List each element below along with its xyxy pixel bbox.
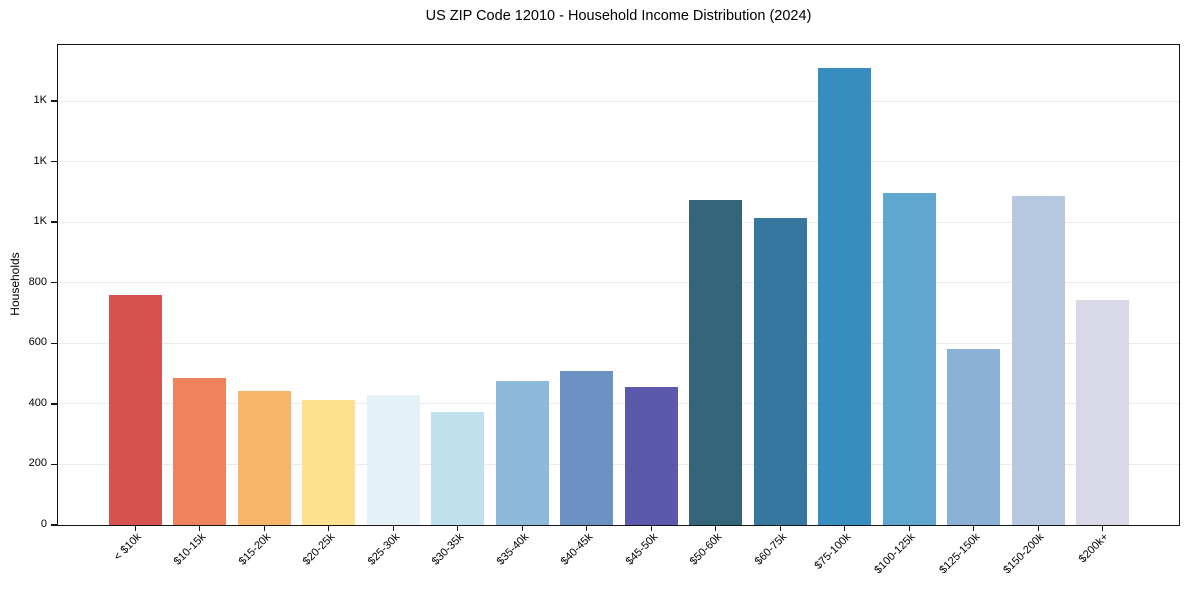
y-tick-label: 0: [40, 518, 47, 530]
y-tick-label: 200: [28, 457, 47, 470]
x-tick-label: $50-60k: [687, 531, 725, 568]
x-tick-label: $75-100k: [812, 531, 854, 572]
x-tick-label: $25-30k: [365, 531, 402, 568]
x-tick-mark: [973, 526, 975, 531]
x-tick-mark: [521, 526, 523, 531]
bar-$75-100k: [818, 67, 872, 525]
x-tick-mark: [715, 526, 717, 531]
bar-$15-20k: [237, 391, 291, 525]
x-tick-label: $45-50k: [623, 531, 660, 568]
x-tick-mark: [1037, 526, 1039, 531]
x-tick-label: $15-20k: [236, 531, 273, 568]
y-tick-mark: [51, 524, 57, 526]
x-tick-label: $10-15k: [171, 531, 209, 568]
x-tick-label: $100-125k: [872, 531, 918, 577]
x-tick-mark: [392, 526, 394, 531]
y-tick-label: 600: [28, 336, 47, 349]
y-tick-mark: [51, 160, 57, 163]
bar-$200k+: [1076, 299, 1130, 525]
bar-$10-15k: [173, 377, 227, 525]
bar-< $10k: [108, 294, 162, 525]
x-tick-label: $20-25k: [300, 531, 338, 568]
bar-$150-200k: [1011, 196, 1065, 525]
y-tick-mark: [51, 100, 57, 102]
x-tick-label: $35-40k: [494, 531, 531, 568]
bar-$20-25k: [302, 400, 356, 525]
x-tick-mark: [908, 526, 910, 531]
bar-$45-50k: [624, 386, 678, 525]
bar-$25-30k: [366, 395, 420, 525]
x-tick-mark: [650, 526, 652, 531]
x-tick-label: $125-150k: [937, 531, 983, 577]
x-tick-label: $200k+: [1077, 531, 1112, 566]
plot-area: [58, 45, 1179, 525]
chart-title: US ZIP Code 12010 - Household Income Dis…: [425, 8, 812, 24]
x-tick-mark: [199, 526, 201, 531]
gridline: [58, 282, 1179, 284]
x-tick-label: < $10k: [111, 531, 144, 564]
bar-$35-40k: [495, 380, 549, 525]
bar-$125-150k: [947, 348, 1001, 525]
bar-$60-75k: [753, 217, 807, 525]
x-tick-label: $60-75k: [752, 531, 789, 568]
x-tick-label: $150-200k: [1001, 531, 1047, 577]
gridline: [58, 100, 1179, 102]
y-tick-mark: [51, 403, 57, 405]
gridline: [58, 221, 1179, 223]
y-tick-label: 400: [28, 396, 47, 409]
x-tick-mark: [328, 526, 330, 531]
y-tick-mark: [51, 463, 57, 466]
x-tick-label: $40-45k: [558, 531, 596, 568]
bar-$30-35k: [431, 412, 485, 525]
x-tick-mark: [586, 526, 588, 531]
x-tick-mark: [457, 526, 459, 531]
x-tick-mark: [844, 526, 846, 531]
bar-$100-125k: [882, 192, 936, 525]
x-tick-mark: [779, 526, 781, 531]
gridline: [58, 463, 1179, 465]
bar-$50-60k: [689, 200, 743, 525]
y-tick-label: 1K: [33, 94, 47, 107]
y-tick-label: 1K: [33, 154, 47, 167]
x-tick-mark: [263, 526, 265, 531]
y-tick-mark: [51, 221, 57, 223]
gridline: [58, 342, 1179, 344]
x-tick-label: $30-35k: [429, 531, 467, 568]
y-tick-label: 800: [28, 275, 47, 288]
y-tick-mark: [51, 282, 57, 284]
bar-$40-45k: [560, 370, 614, 525]
x-tick-mark: [1102, 526, 1104, 531]
y-tick-mark: [51, 342, 57, 344]
y-tick-label: 1K: [33, 215, 47, 228]
gridline: [58, 161, 1179, 163]
gridline: [58, 403, 1179, 405]
x-tick-mark: [134, 526, 136, 531]
